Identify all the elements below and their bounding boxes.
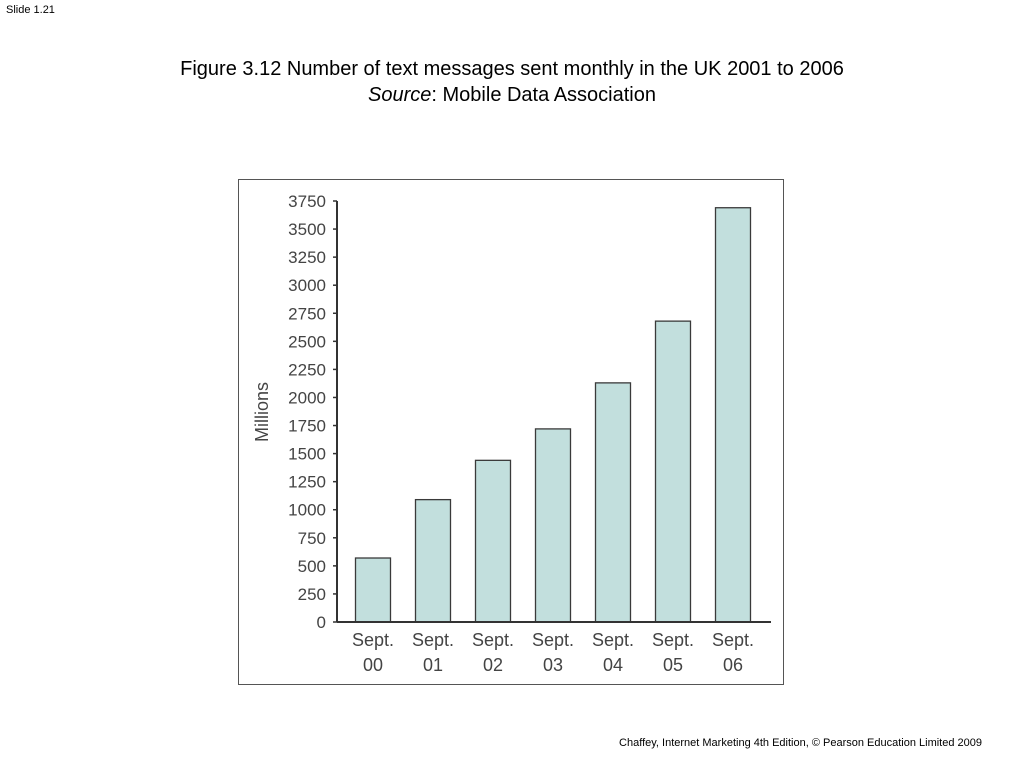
bar	[714, 207, 752, 623]
x-tick-label: Sept.	[532, 630, 574, 650]
slide-number: Slide 1.21	[6, 4, 55, 16]
y-tick-label: 750	[298, 529, 326, 548]
x-tick-label: 01	[423, 655, 443, 675]
x-tick-label: 00	[363, 655, 383, 675]
y-tick-label: 2500	[288, 332, 326, 351]
y-tick-label: 2250	[288, 360, 326, 379]
figure-source: Source: Mobile Data Association	[0, 82, 1024, 108]
y-tick-label: 3250	[288, 248, 326, 267]
y-tick-label: 1000	[288, 501, 326, 520]
y-tick-label: 0	[317, 613, 326, 632]
x-tick-label: Sept.	[412, 630, 454, 650]
y-tick-label: 250	[298, 585, 326, 604]
source-label: Source	[368, 84, 432, 106]
bar	[654, 320, 692, 623]
x-tick-label: 06	[723, 655, 743, 675]
y-tick-label: 1750	[288, 417, 326, 436]
bar	[354, 557, 392, 623]
figure-title-block: Figure 3.12 Number of text messages sent…	[0, 56, 1024, 108]
bar	[594, 382, 632, 623]
y-tick-label: 3000	[288, 276, 326, 295]
x-tick-label: 03	[543, 655, 563, 675]
y-tick-label: 3500	[288, 220, 326, 239]
bar	[474, 459, 512, 623]
y-tick-label: 1500	[288, 445, 326, 464]
y-tick-label: 500	[298, 557, 326, 576]
x-tick-label: 04	[603, 655, 623, 675]
x-tick-label: 05	[663, 655, 683, 675]
figure-title: Figure 3.12 Number of text messages sent…	[180, 58, 844, 80]
x-tick-label: 02	[483, 655, 503, 675]
bar	[534, 428, 572, 623]
copyright-footer: Chaffey, Internet Marketing 4th Edition,…	[619, 737, 982, 749]
y-tick-label: 2000	[288, 388, 326, 407]
x-tick-label: Sept.	[712, 630, 754, 650]
x-tick-label: Sept.	[472, 630, 514, 650]
y-axis-title: Millions	[252, 382, 272, 442]
y-tick-label: 2750	[288, 304, 326, 323]
x-tick-label: Sept.	[652, 630, 694, 650]
source-text: : Mobile Data Association	[431, 84, 656, 106]
y-tick-label: 3750	[288, 192, 326, 211]
x-tick-label: Sept.	[592, 630, 634, 650]
x-tick-label: Sept.	[352, 630, 394, 650]
y-tick-label: 1250	[288, 473, 326, 492]
bar	[414, 498, 452, 623]
